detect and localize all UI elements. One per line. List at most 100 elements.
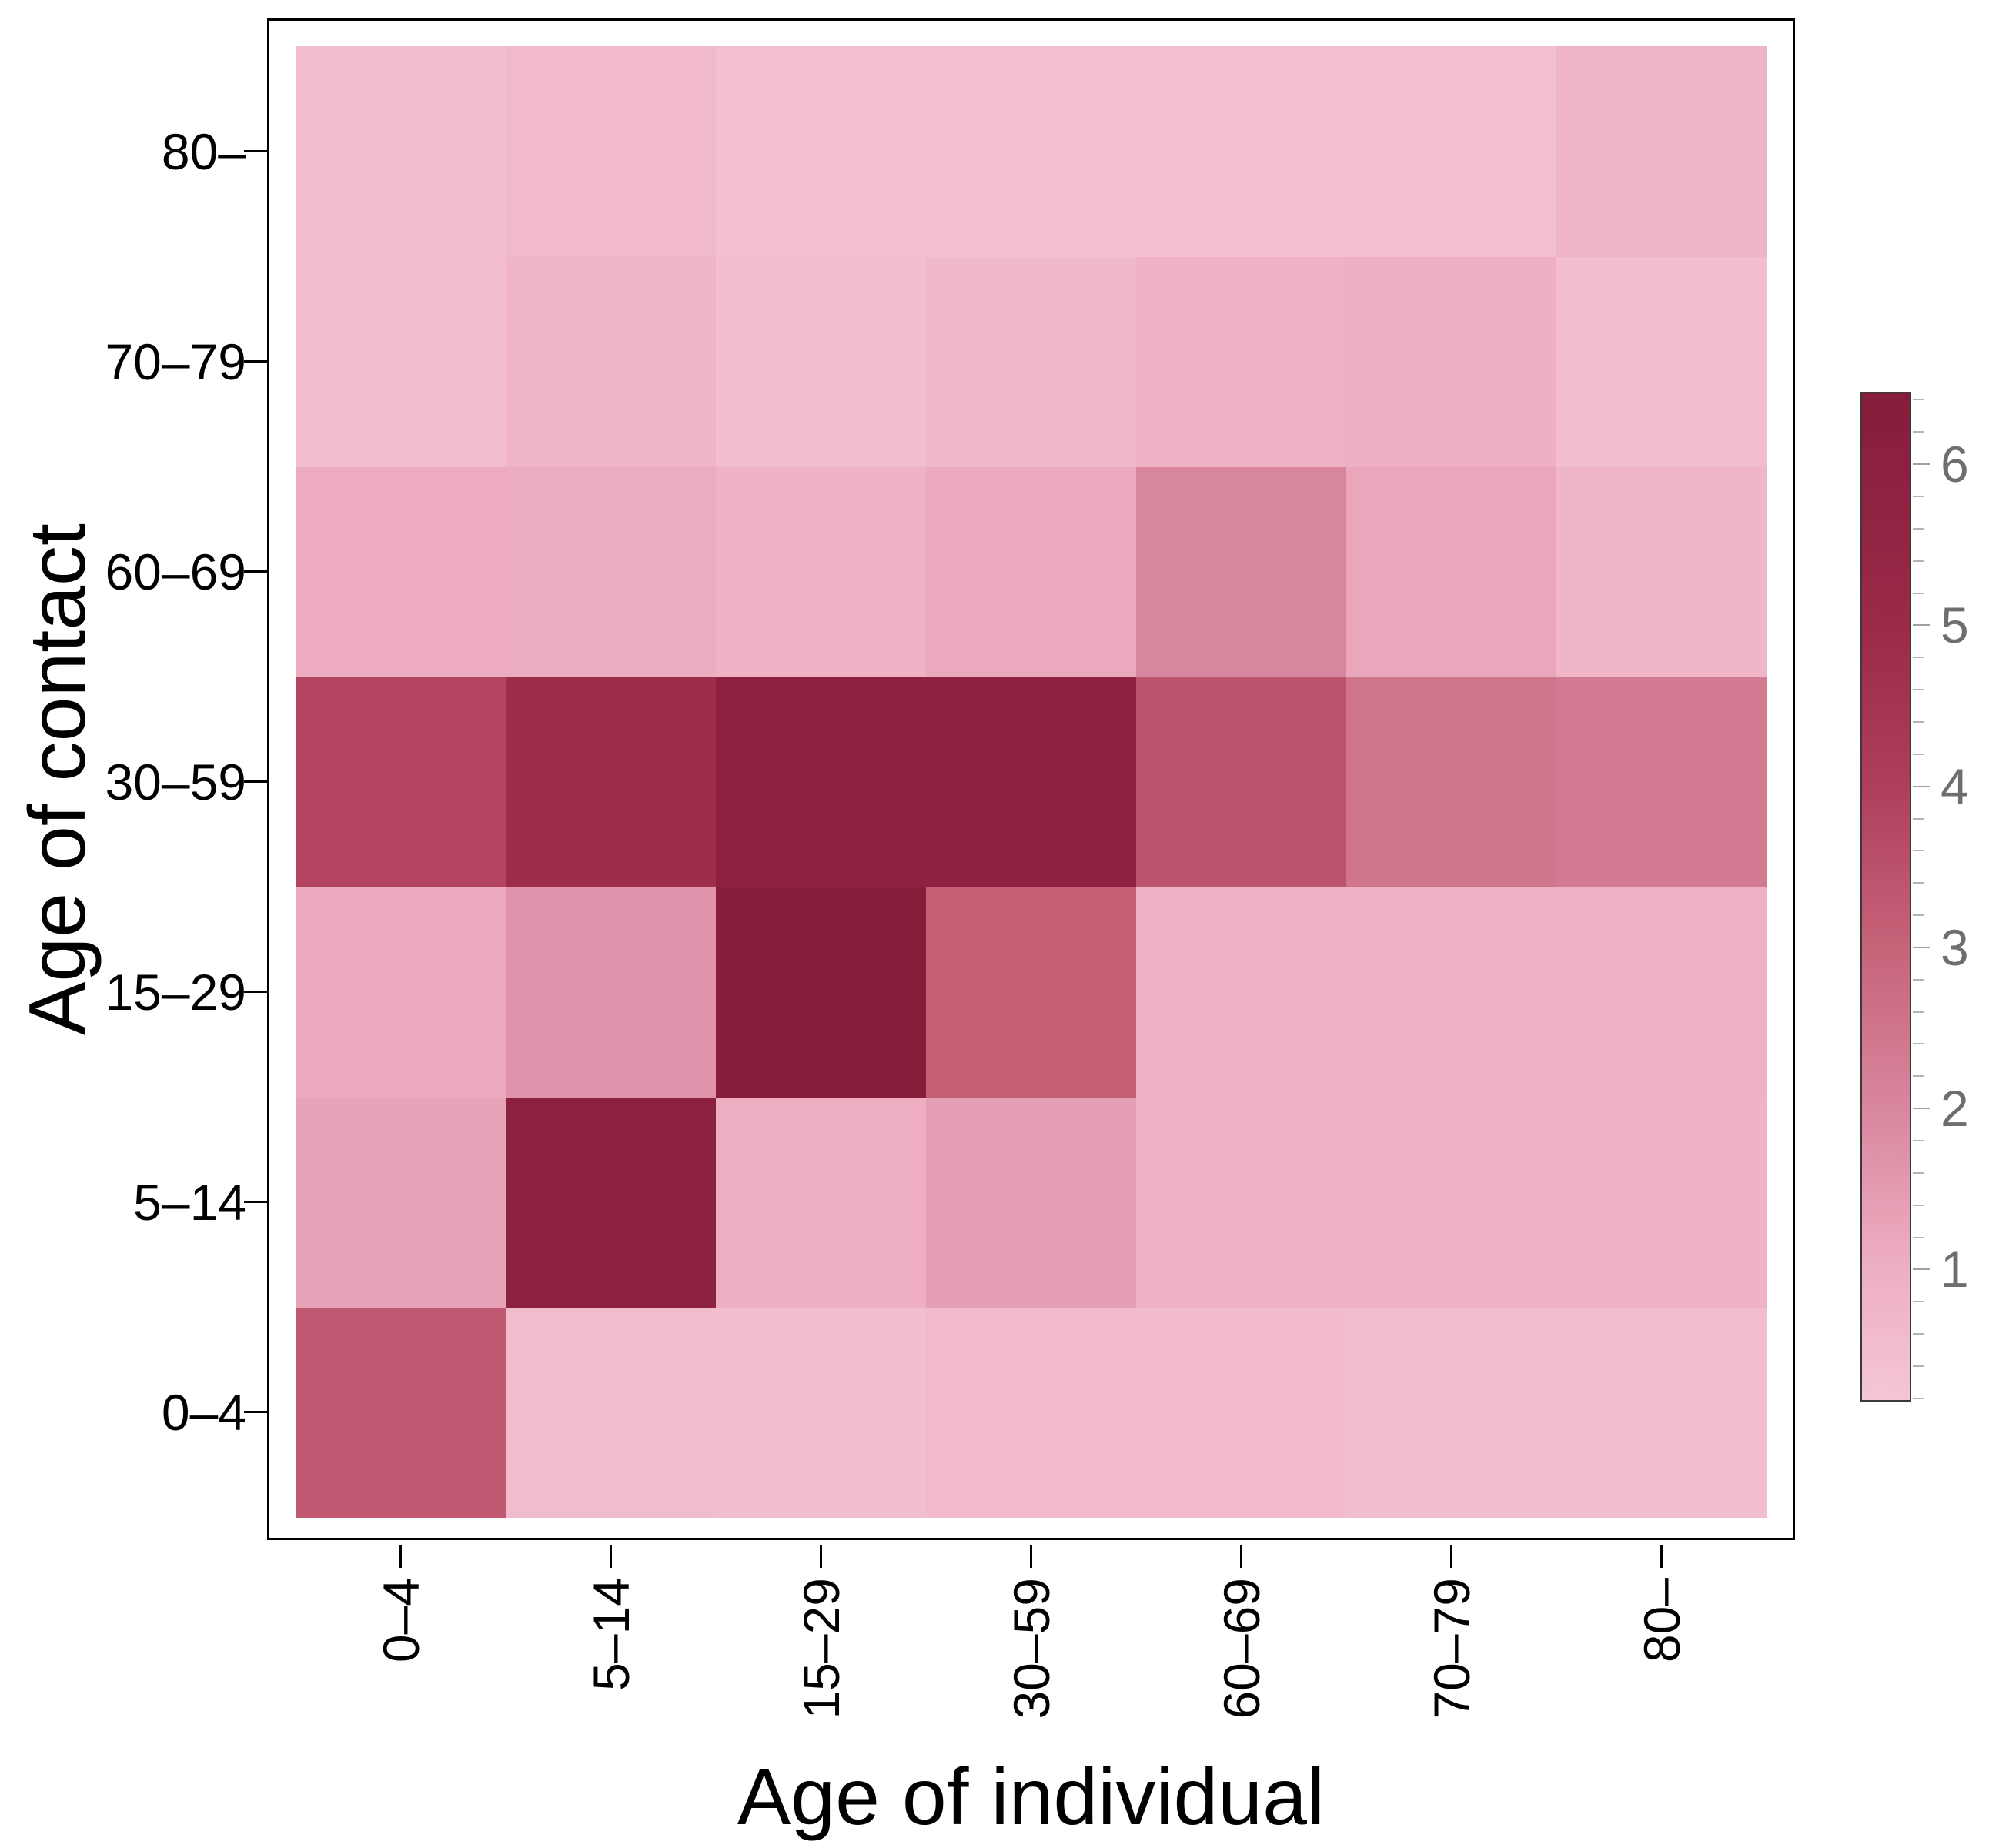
x-tick-label: 70–79 [1422,1578,1480,1719]
colorbar-minor-tick [1913,720,1924,723]
heatmap-grid [296,46,1767,1518]
heatmap-cell [1346,466,1557,677]
y-tick-mark [244,991,267,993]
heatmap-cell [926,677,1137,887]
heatmap-cell [1136,677,1347,887]
heatmap-cell [1556,256,1767,467]
colorbar-major-tick [1913,624,1930,627]
colorbar-minor-tick [1913,850,1924,852]
colorbar-minor-tick [1913,1236,1924,1238]
heatmap-cell [1346,1097,1557,1308]
colorbar-minor-tick [1913,1301,1924,1303]
heatmap-cell [296,887,506,1098]
x-tick-label: 60–69 [1212,1578,1270,1719]
colorbar-minor-tick [1913,978,1924,981]
heatmap-cell [506,1097,717,1308]
heatmap-cell [296,466,506,677]
heatmap-cell [926,1307,1137,1518]
colorbar-minor-tick [1913,1333,1924,1335]
colorbar-tick-label: 2 [1941,1080,1969,1138]
y-axis-title-wrap: Age of contact [0,18,115,1540]
heatmap-cell [1556,46,1767,257]
x-tick-mark [1450,1545,1452,1568]
heatmap-cell [1556,1307,1767,1518]
y-tick-mark [244,570,267,573]
colorbar-minor-tick [1913,817,1924,820]
heatmap-cell [1556,466,1767,677]
colorbar-minor-tick [1913,431,1924,433]
heatmap-cell [296,1307,506,1518]
colorbar-major-tick [1913,1108,1930,1110]
heatmap-cell [296,256,506,467]
heatmap-cell [926,466,1137,677]
x-tick-label: 0–4 [372,1578,430,1663]
x-tick-label: 5–14 [582,1578,640,1691]
x-tick-mark [1030,1545,1032,1568]
colorbar-minor-tick [1913,1204,1924,1206]
colorbar-minor-tick [1913,914,1924,917]
heatmap-cell [1136,256,1347,467]
colorbar [1860,392,1911,1402]
heatmap-cell [1346,1307,1557,1518]
colorbar-minor-tick [1913,1075,1924,1078]
colorbar-tick-label: 1 [1941,1241,1969,1298]
heatmap-cell [296,46,506,257]
colorbar-minor-tick [1913,882,1924,884]
colorbar-tick-label: 5 [1941,597,1969,654]
colorbar-minor-tick [1913,1140,1924,1141]
y-tick-label: 80– [161,122,246,180]
colorbar-minor-tick [1913,753,1924,755]
colorbar-minor-tick [1913,657,1924,659]
x-tick-mark [1660,1545,1663,1568]
heatmap-cell [716,887,927,1098]
heatmap-cell [1346,46,1557,257]
heatmap-cell [506,256,717,467]
colorbar-minor-tick [1913,689,1924,691]
heatmap-cell [506,46,717,257]
x-tick-mark [399,1545,402,1568]
x-tick-label: 30–59 [1002,1578,1060,1719]
heatmap-cell [716,1307,927,1518]
y-tick-mark [244,1201,267,1203]
colorbar-minor-tick [1913,1397,1924,1399]
heatmap-cell [1346,256,1557,467]
y-tick-mark [244,1411,267,1413]
y-tick-mark [244,360,267,363]
y-tick-label: 0–4 [161,1383,246,1441]
x-tick-mark [820,1545,822,1568]
colorbar-tick-label: 6 [1941,436,1969,493]
heatmap-cell [506,466,717,677]
x-tick-label: 15–29 [792,1578,850,1719]
heatmap-cell [1136,46,1347,257]
heatmap-cell [1346,887,1557,1098]
colorbar-major-tick [1913,463,1930,466]
colorbar-major-tick [1913,785,1930,787]
heatmap-cell [716,1097,927,1308]
heatmap-cell [1136,1307,1347,1518]
heatmap-cell [926,1097,1137,1308]
heatmap-cell [926,46,1137,257]
colorbar-minor-tick [1913,592,1924,594]
colorbar-minor-tick [1913,1011,1924,1013]
y-tick-label: 70–79 [105,333,246,390]
heatmap-cell [716,256,927,467]
colorbar-minor-tick [1913,1171,1924,1174]
heatmap-cell [1556,887,1767,1098]
colorbar-tick-label: 4 [1941,757,1969,815]
y-tick-mark [244,780,267,783]
heatmap-cell [296,677,506,887]
y-tick-mark [244,150,267,152]
colorbar-minor-tick [1913,399,1924,401]
heatmap-cell [716,466,927,677]
colorbar-minor-tick [1913,527,1924,530]
heatmap-cell [506,1307,717,1518]
colorbar-minor-tick [1913,560,1924,562]
x-tick-label: 80– [1633,1578,1690,1663]
y-tick-label: 5–14 [133,1173,246,1231]
heatmap-cell [716,46,927,257]
x-tick-mark [1240,1545,1242,1568]
y-tick-label: 15–29 [105,963,246,1021]
heatmap-cell [506,887,717,1098]
heatmap-cell [1136,887,1347,1098]
